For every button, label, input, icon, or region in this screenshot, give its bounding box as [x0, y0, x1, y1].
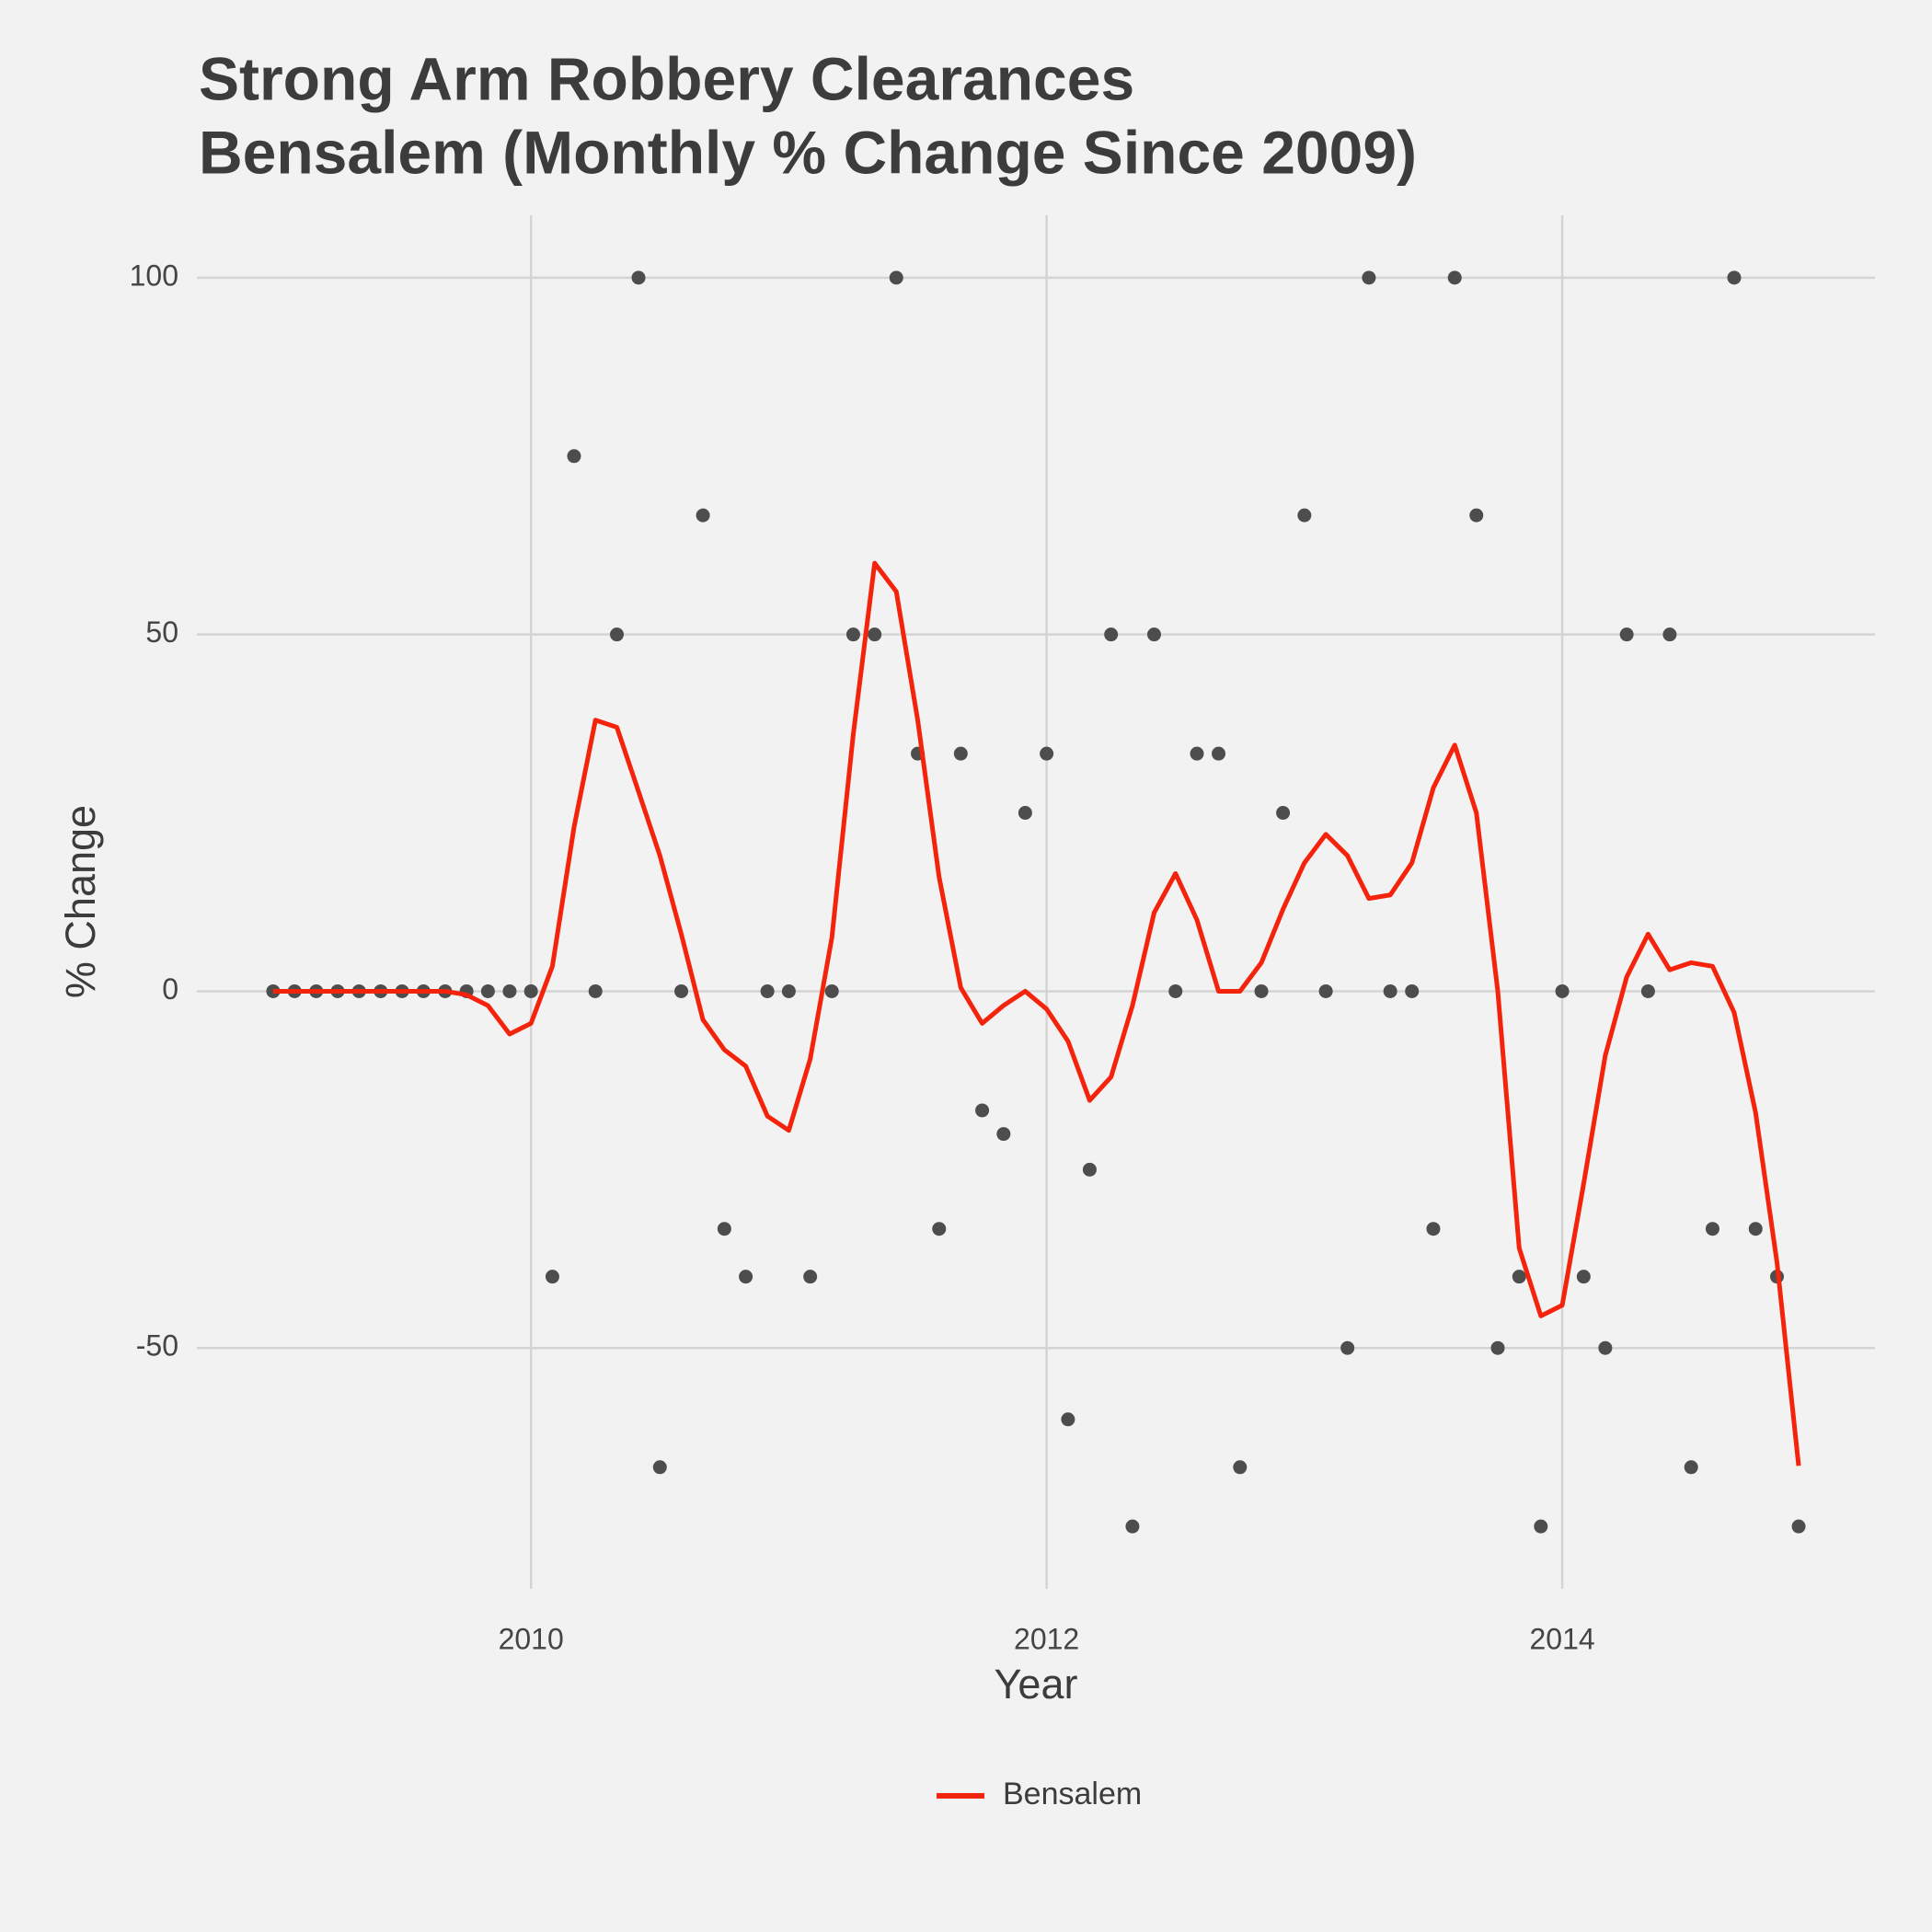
point [1340, 1340, 1355, 1355]
marks [266, 270, 1806, 1534]
point [1061, 1412, 1075, 1427]
point [1146, 627, 1161, 642]
x-tick-label: 2014 [1529, 1622, 1594, 1655]
point [1254, 983, 1269, 998]
point [480, 983, 495, 998]
point [523, 983, 538, 998]
y-tick-label: 50 [145, 615, 178, 649]
point [652, 1460, 667, 1475]
point [1168, 983, 1183, 998]
point [1233, 1460, 1248, 1475]
point [502, 983, 517, 998]
point [1705, 1222, 1719, 1236]
chart-title: Strong Arm Robbery Clearances [199, 44, 1134, 112]
point [1598, 1340, 1613, 1355]
point [1190, 746, 1204, 761]
point [266, 983, 281, 998]
point [1640, 983, 1655, 998]
point [1512, 1270, 1526, 1284]
point [996, 1127, 1011, 1142]
point [1276, 806, 1291, 821]
line [272, 560, 1801, 1466]
point [545, 1270, 559, 1284]
y-tick-label: -50 [136, 1329, 178, 1363]
point [1104, 627, 1119, 642]
point [1791, 1519, 1806, 1534]
point [1490, 1340, 1505, 1355]
point [975, 1103, 990, 1118]
point [631, 270, 646, 285]
point [760, 983, 775, 998]
point [1040, 746, 1054, 761]
point [1082, 1162, 1097, 1177]
grid [197, 215, 1875, 1589]
point [1727, 270, 1742, 285]
point [1125, 1519, 1140, 1534]
point [1383, 983, 1397, 998]
point [1684, 1460, 1698, 1475]
y-tick-label: 100 [130, 259, 178, 292]
point [1362, 270, 1376, 285]
y-tick-label: 0 [162, 972, 178, 1006]
point [1469, 508, 1484, 523]
point [567, 449, 581, 464]
point [1619, 627, 1634, 642]
x-tick-label: 2010 [499, 1622, 564, 1655]
point [1576, 1270, 1591, 1284]
point [588, 983, 603, 998]
x-axis-label: Year [995, 1661, 1078, 1708]
point [696, 508, 710, 523]
point [845, 627, 860, 642]
point [781, 983, 796, 998]
point [1297, 508, 1312, 523]
point [932, 1222, 947, 1236]
point [609, 627, 624, 642]
chart-title: Bensalem (Monthly % Change Since 2009) [199, 118, 1417, 186]
point [1405, 983, 1420, 998]
point [674, 983, 689, 998]
point [868, 627, 882, 642]
y-axis-label: % Change [57, 805, 104, 998]
point [1018, 806, 1032, 821]
point [803, 1270, 818, 1284]
point [1662, 627, 1677, 642]
point [1426, 1222, 1441, 1236]
point [717, 1222, 731, 1236]
x-tick-label: 2012 [1014, 1622, 1079, 1655]
point [953, 746, 968, 761]
point [1534, 1519, 1548, 1534]
point [1318, 983, 1333, 998]
point [1447, 270, 1462, 285]
point [739, 1270, 753, 1284]
point [1555, 983, 1570, 998]
point [824, 983, 839, 998]
point [889, 270, 903, 285]
point [1748, 1222, 1763, 1236]
point [1212, 746, 1226, 761]
legend-label: Bensalem [1003, 1777, 1142, 1811]
